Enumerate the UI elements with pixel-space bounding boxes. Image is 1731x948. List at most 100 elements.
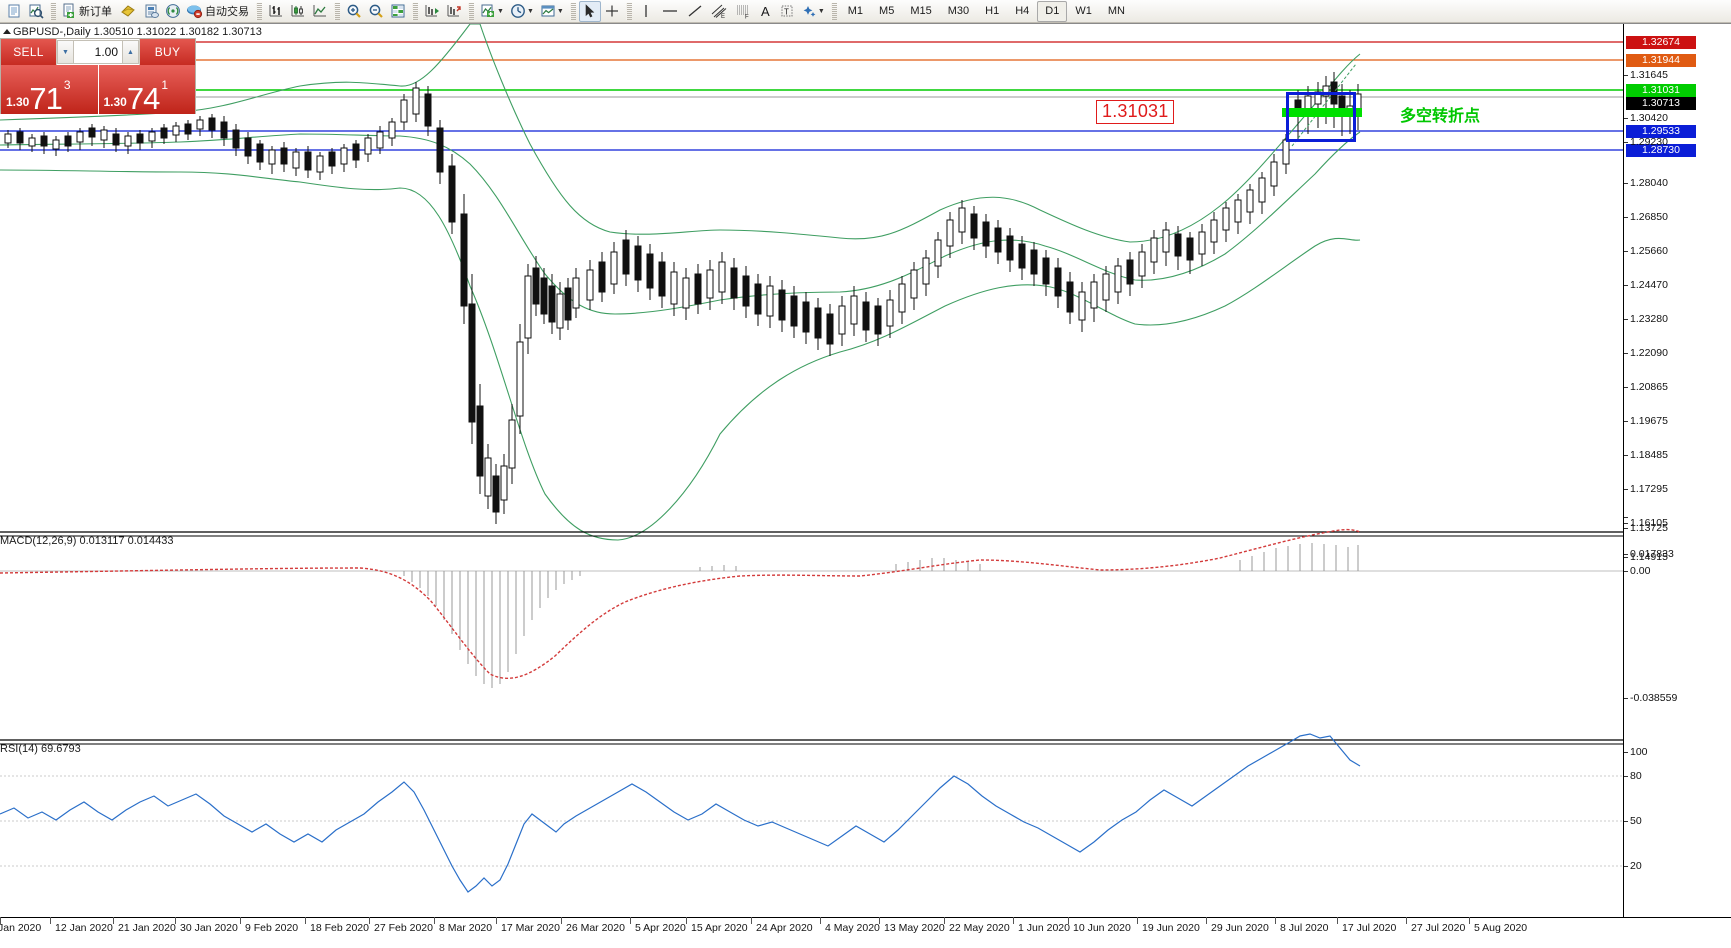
timeframe-m1[interactable]: M1: [847, 5, 864, 17]
price-axis[interactable]: 1.32674 1.31944 1.31031 1.30713 1.29533 …: [1623, 24, 1731, 948]
zoom-in-icon[interactable]: [343, 1, 365, 22]
price-tick: 1.28040: [1624, 177, 1668, 189]
bid-price-prefix: 1.30: [6, 95, 30, 109]
time-label: 12 Jan 2020: [55, 922, 113, 934]
autotrading-button[interactable]: 自动交易: [184, 1, 253, 22]
price-level-label: 1.31944: [1626, 54, 1696, 67]
price-tick: 1.17295: [1624, 483, 1668, 495]
time-label: 4 May 2020: [825, 922, 880, 934]
periods-icon[interactable]: ▼: [507, 1, 537, 22]
toolbar-separator: [468, 2, 474, 20]
price-tick: 1.30420: [1624, 112, 1668, 124]
timeframe-m15[interactable]: M15: [910, 5, 932, 17]
text-label-icon[interactable]: T: [776, 1, 798, 22]
svg-text:T: T: [784, 8, 789, 17]
toolbar-separator: [50, 2, 56, 20]
time-tick: [1337, 917, 1338, 924]
timeframe-m5[interactable]: M5: [879, 5, 895, 17]
cursor-icon[interactable]: [578, 0, 601, 22]
volume-increment-button[interactable]: ▲: [122, 40, 139, 64]
macd-title: MACD(12,26,9) 0.013117 0.014433: [0, 535, 174, 547]
vertical-line-icon[interactable]: [635, 1, 657, 22]
volume-decrement-button[interactable]: ▼: [57, 40, 74, 64]
volume-input[interactable]: 1.00: [74, 40, 122, 64]
signals-icon[interactable]: [162, 1, 184, 22]
bid-price-display[interactable]: 1.30 71 3: [1, 65, 99, 114]
time-label: Jan 2020: [0, 922, 42, 934]
timeframe-h4[interactable]: H4: [1015, 5, 1030, 17]
time-tick: [50, 917, 51, 924]
chinese-annotation-label: 多空转折点: [1400, 106, 1481, 125]
equidistant-channel-icon[interactable]: E: [707, 1, 731, 22]
new-order-button[interactable]: 新订单: [59, 1, 116, 22]
chart-shift-icon[interactable]: [443, 1, 465, 22]
timeframe-m30[interactable]: M30: [947, 5, 970, 17]
price-tick: 1.25660: [1624, 245, 1668, 257]
time-axis[interactable]: Jan 2020 12 Jan 2020 21 Jan 2020 30 Jan …: [0, 917, 1731, 948]
bar-chart-icon[interactable]: [265, 1, 287, 22]
zoom-out-icon[interactable]: [365, 1, 387, 22]
line-chart-icon[interactable]: [309, 1, 331, 22]
chart-canvas[interactable]: GBPUSD-,Daily 1.30510 1.31022 1.30182 1.…: [0, 23, 1731, 948]
price-level-label: 1.31031: [1626, 84, 1696, 97]
green-highlight-band: [1282, 108, 1362, 117]
strategy-tester-icon[interactable]: [140, 1, 162, 22]
time-tick: [561, 917, 562, 924]
fibonacci-icon[interactable]: F: [731, 1, 755, 22]
price-tick: [1624, 511, 1630, 523]
price-tick: 1.29230: [1624, 136, 1668, 148]
ask-price-display[interactable]: 1.30 74 1: [98, 65, 195, 114]
crosshair-icon[interactable]: [601, 1, 623, 22]
text-icon[interactable]: A: [755, 1, 776, 22]
time-label: 18 Feb 2020: [310, 922, 369, 934]
auto-scroll-icon[interactable]: [421, 1, 443, 22]
chevron-down-icon[interactable]: ▼: [556, 7, 564, 15]
shapes-icon[interactable]: ▼: [798, 1, 828, 22]
time-tick: [1206, 917, 1207, 924]
templates-icon[interactable]: ▼: [537, 1, 567, 22]
timeframe-w1[interactable]: W1: [1075, 5, 1092, 17]
toolbar-separator: [625, 2, 632, 20]
price-tick: 1.13725: [1624, 522, 1668, 534]
candlestick-chart-icon[interactable]: [287, 1, 309, 22]
market-watch-icon[interactable]: [25, 1, 47, 22]
time-tick: [434, 917, 435, 924]
timeframe-h1[interactable]: H1: [985, 5, 1000, 17]
time-label: 5 Aug 2020: [1474, 922, 1528, 934]
toolbar-separator: [256, 2, 262, 20]
buy-button[interactable]: BUY: [140, 39, 195, 65]
expert-advisors-icon[interactable]: [116, 1, 140, 22]
price-tick: 1.14915: [1624, 551, 1668, 563]
chevron-down-icon[interactable]: ▼: [497, 7, 504, 15]
sell-button[interactable]: SELL: [1, 39, 56, 65]
time-tick: [1068, 917, 1069, 924]
current-price-label: 1.30713: [1626, 97, 1696, 110]
trendline-icon[interactable]: [683, 1, 707, 22]
time-label: 1 Jun 2020: [1018, 922, 1070, 934]
trade-panel-top-row: SELL ▼ 1.00 ▲ BUY: [1, 39, 195, 65]
time-label: 9 Feb 2020: [245, 922, 299, 934]
time-tick: [1469, 917, 1470, 924]
blue-rectangle-annotation[interactable]: [1286, 92, 1356, 142]
indicators-icon[interactable]: ▼: [477, 1, 507, 22]
time-tick: [305, 917, 306, 924]
time-label: 15 Apr 2020: [691, 922, 748, 934]
time-tick: [0, 917, 1, 924]
chevron-down-icon[interactable]: ▼: [817, 7, 825, 15]
toolbar-separator: [569, 2, 576, 20]
chevron-down-icon[interactable]: ▼: [526, 7, 534, 15]
new-chart-icon[interactable]: [3, 1, 25, 22]
timeframe-d1[interactable]: D1: [1037, 0, 1068, 22]
one-click-trading-panel[interactable]: SELL ▼ 1.00 ▲ BUY 1.30 71 3 1.30 74 1: [0, 38, 196, 114]
data-window-icon[interactable]: [387, 1, 409, 22]
rsi-subwindow: [0, 733, 1623, 893]
time-label: 17 Jul 2020: [1342, 922, 1397, 934]
time-tick: [240, 917, 241, 924]
horizontal-line-icon[interactable]: [657, 1, 683, 22]
volume-control[interactable]: ▼ 1.00 ▲: [56, 39, 140, 65]
rsi-axis-tick: 20: [1624, 860, 1642, 872]
time-tick: [820, 917, 821, 924]
bid-price-fraction: 3: [63, 78, 71, 92]
timeframe-mn[interactable]: MN: [1107, 5, 1125, 17]
